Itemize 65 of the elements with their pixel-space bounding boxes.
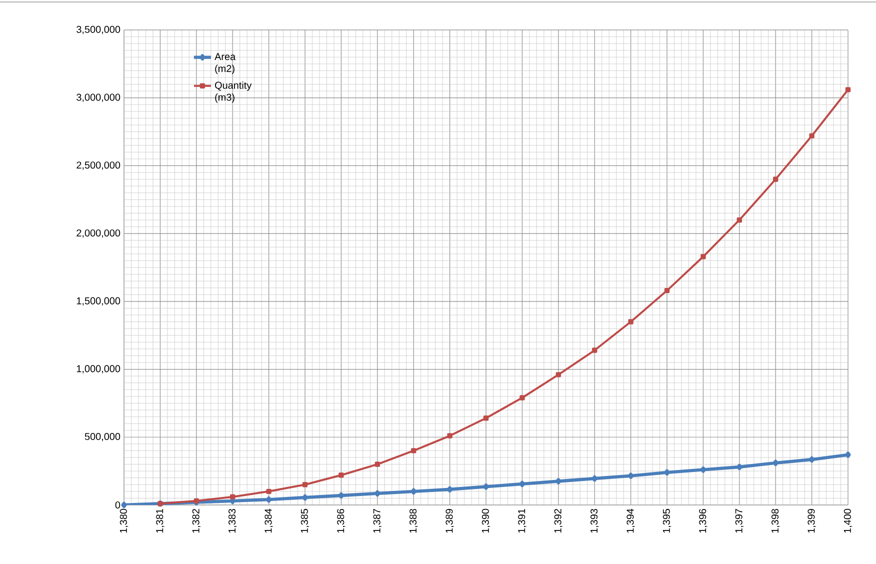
legend-label: Quantity (m3) <box>215 82 252 103</box>
x-tick-label: 1,387 <box>373 509 382 533</box>
x-tick-label: 1,384 <box>264 508 273 533</box>
y-tick-label: 3,500,000 <box>76 26 120 34</box>
x-tick-label: 1,383 <box>228 508 237 533</box>
point <box>736 217 742 223</box>
y-tick-label: 2,500,000 <box>76 162 120 170</box>
x-tick-label: 1,390 <box>482 508 490 533</box>
y-tick-label: 2,000,000 <box>76 229 120 238</box>
point <box>809 456 815 463</box>
point <box>338 472 344 478</box>
x-tick-label: 1,388 <box>409 508 418 533</box>
point <box>628 319 634 324</box>
point <box>266 488 272 494</box>
point <box>664 288 670 294</box>
point <box>410 488 416 495</box>
point <box>483 416 489 421</box>
point <box>121 502 127 508</box>
point <box>809 133 814 138</box>
point <box>230 494 236 500</box>
point <box>302 494 308 501</box>
x-tick-label: 1,381 <box>156 508 164 533</box>
point <box>338 492 344 499</box>
point <box>592 475 598 482</box>
point <box>664 469 670 476</box>
y-tick-label: 1,500,000 <box>76 297 120 306</box>
point <box>447 486 453 493</box>
point <box>700 254 706 260</box>
x-tick-label: 1,382 <box>192 509 201 533</box>
point <box>556 372 562 378</box>
x-tick-label: 1,395 <box>662 508 672 533</box>
y-tick-label: 0 <box>115 501 120 509</box>
x-tick-label: 1,398 <box>771 508 780 533</box>
x-tick-label: 1,391 <box>518 508 526 533</box>
x-tick-label: 1,385 <box>300 508 310 533</box>
x-tick-label: 1,386 <box>337 508 346 533</box>
point <box>266 496 272 503</box>
point <box>773 176 778 182</box>
x-tick-label: 1,396 <box>699 508 708 533</box>
point <box>845 87 851 92</box>
legend-label: Area (m2) <box>214 53 236 74</box>
point <box>374 490 380 497</box>
x-tick-label: 1,394 <box>626 508 635 533</box>
x-tick-label: 1,380 <box>120 508 128 533</box>
x-tick-label: 1,393 <box>590 508 599 533</box>
point <box>592 348 598 353</box>
point <box>302 482 308 488</box>
x-tick-label: 1,389 <box>446 508 454 533</box>
x-tick-label: 1,397 <box>735 509 744 533</box>
point <box>736 464 742 470</box>
point <box>845 452 851 458</box>
point <box>556 478 562 484</box>
x-tick-label: 1,399 <box>808 508 816 533</box>
y-tick-label: 500,000 <box>84 433 120 442</box>
point <box>519 480 525 488</box>
point <box>520 395 525 400</box>
point <box>447 433 452 438</box>
point <box>411 448 416 454</box>
point <box>772 460 778 466</box>
x-tick-label: 1,400 <box>844 508 852 533</box>
point <box>483 483 489 490</box>
y-tick-label: 3,000,000 <box>76 94 120 102</box>
point <box>374 462 380 467</box>
y-tick-label: 1,000,000 <box>76 365 120 374</box>
x-tick-label: 1,392 <box>554 509 563 533</box>
